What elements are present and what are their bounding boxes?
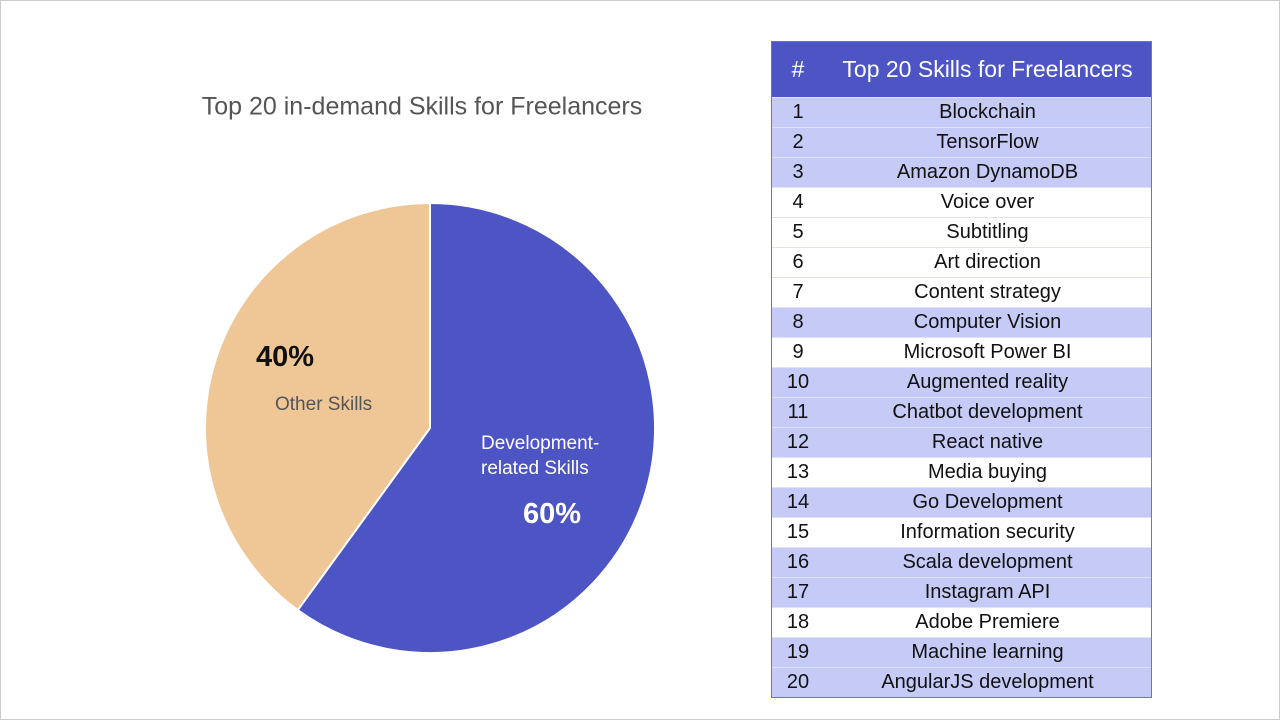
- skill-cell: Chatbot development: [892, 401, 1083, 423]
- table-row: 12 React native: [772, 427, 1151, 457]
- rank-cell: 8: [792, 311, 804, 333]
- table-row: 17 Instagram API: [772, 577, 1151, 607]
- rank-cell: 17: [786, 581, 810, 603]
- table-row: 8 Computer Vision: [772, 307, 1151, 337]
- skill-cell: Information security: [900, 521, 1075, 543]
- skill-cell: Amazon DynamoDB: [896, 161, 1079, 183]
- table-row: 6 Art direction: [772, 247, 1151, 277]
- slice-label: Other Skills: [275, 394, 373, 415]
- skill-cell: Content strategy: [914, 281, 1061, 303]
- slice-value-label: 60%: [523, 498, 582, 530]
- skill-cell: Computer Vision: [913, 311, 1062, 333]
- skill-cell: Media buying: [928, 461, 1047, 483]
- table-row: 16 Scala development: [772, 547, 1151, 577]
- table-row: 13 Media buying: [772, 457, 1151, 487]
- table-row: 1 Blockchain: [772, 97, 1151, 127]
- rank-cell: 5: [792, 221, 804, 243]
- table-row: 11 Chatbot development: [772, 397, 1151, 427]
- table-row: 7 Content strategy: [772, 277, 1151, 307]
- rank-cell: 13: [786, 461, 810, 483]
- skill-cell: Microsoft Power BI: [903, 341, 1072, 363]
- skill-cell: TensorFlow: [936, 131, 1039, 153]
- rank-cell: 2: [792, 131, 804, 153]
- skill-cell: AngularJS development: [881, 671, 1094, 693]
- table-row: 18 Adobe Premiere: [772, 607, 1151, 637]
- rank-cell: 10: [786, 371, 810, 393]
- skill-cell: Subtitling: [946, 221, 1029, 243]
- pie-slice: [204, 201, 431, 612]
- table-row: 15 Information security: [772, 517, 1151, 547]
- rank-cell: 11: [787, 401, 809, 423]
- table-row: 19 Machine learning: [772, 637, 1151, 667]
- skill-cell: Go Development: [912, 491, 1063, 513]
- header-cell: Top 20 Skills for Freelancers: [842, 56, 1133, 82]
- rank-cell: 15: [786, 521, 810, 543]
- header-cell: #: [791, 56, 805, 82]
- rank-cell: 16: [786, 551, 810, 573]
- pie-slice: [296, 201, 656, 654]
- rank-cell: 19: [786, 641, 810, 663]
- rank-cell: 12: [786, 431, 810, 453]
- rank-cell: 1: [792, 101, 804, 123]
- rank-cell: 4: [792, 191, 804, 213]
- skill-cell: React native: [931, 431, 1044, 453]
- skill-cell: Adobe Premiere: [915, 611, 1060, 633]
- rank-cell: 7: [792, 281, 804, 303]
- slice-value-label: 40%: [256, 341, 315, 373]
- rank-cell: 20: [786, 671, 810, 693]
- skill-cell: Scala development: [902, 551, 1073, 573]
- skill-cell: Machine learning: [911, 641, 1064, 663]
- table-row: 3 Amazon DynamoDB: [772, 157, 1151, 187]
- skills-table: # Top 20 Skills for Freelancers 1 Blockchai…: [771, 41, 1152, 698]
- rank-cell: 3: [792, 161, 804, 183]
- skill-cell: Voice over: [940, 191, 1035, 213]
- table-row: 14 Go Development: [772, 487, 1151, 517]
- skill-cell: Instagram API: [924, 581, 1051, 603]
- rank-cell: 18: [786, 611, 810, 633]
- table-row: 4 Voice over: [772, 187, 1151, 217]
- table-header: # Top 20 Skills for Freelancers: [772, 42, 1151, 97]
- rank-cell: 14: [786, 491, 810, 513]
- table-row: 5 Subtitling: [772, 217, 1151, 247]
- rank-cell: 6: [792, 251, 804, 273]
- table-row: 20 AngularJS development: [772, 667, 1151, 697]
- skill-cell: Augmented reality: [906, 371, 1069, 393]
- rank-cell: 9: [792, 341, 804, 363]
- table-row: 9 Microsoft Power BI: [772, 337, 1151, 367]
- chart-title: Top 20 in-demand Skills for Freelancers: [202, 93, 642, 121]
- table-row: 10 Augmented reality: [772, 367, 1151, 397]
- slice-label: Development-related Skills: [481, 433, 600, 479]
- table-row: 2 TensorFlow: [772, 127, 1151, 157]
- skill-cell: Art direction: [934, 251, 1041, 273]
- skill-cell: Blockchain: [939, 101, 1036, 123]
